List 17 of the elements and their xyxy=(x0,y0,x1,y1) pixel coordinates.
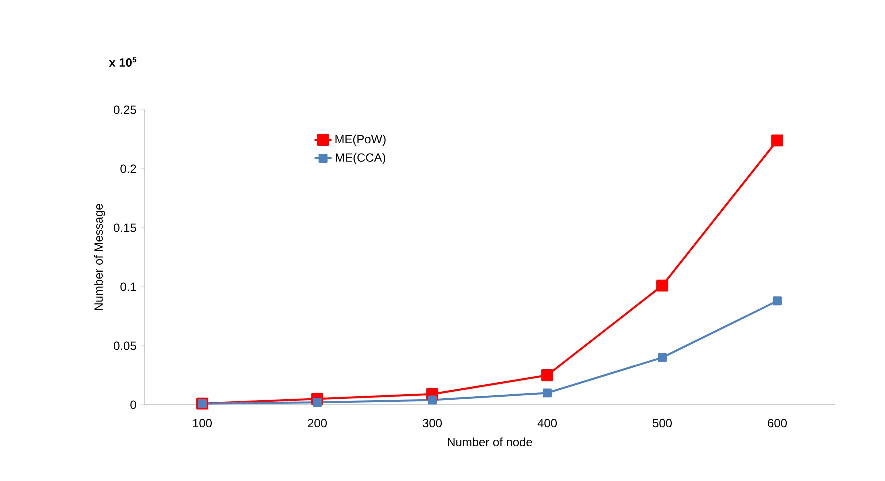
y-axis-title: Number of Message xyxy=(94,204,106,310)
x-tick-label: 300 xyxy=(422,419,442,428)
x-tick-label: 500 xyxy=(653,419,672,428)
legend-label: ME(PoW) xyxy=(336,134,386,146)
x-axis-title: Number of node xyxy=(448,438,532,447)
x-tick-label: 100 xyxy=(193,419,212,428)
text: x 10$^{5}$ xyxy=(109,57,137,67)
legend-label: ME(CCA) xyxy=(336,153,386,164)
y-tick-label: 0.15 xyxy=(114,224,136,232)
x-tick-label: 400 xyxy=(538,419,558,428)
y-tick-label: 0.05 xyxy=(114,342,136,350)
x-tick-label: 600 xyxy=(768,419,788,428)
y-tick-label: 0.25 xyxy=(114,106,136,114)
x-tick-label: 200 xyxy=(308,419,328,428)
y-tick-label: 0 xyxy=(130,400,136,410)
y-tick-label: 0.1 xyxy=(120,282,136,292)
y-tick-label: 0.2 xyxy=(120,164,136,174)
